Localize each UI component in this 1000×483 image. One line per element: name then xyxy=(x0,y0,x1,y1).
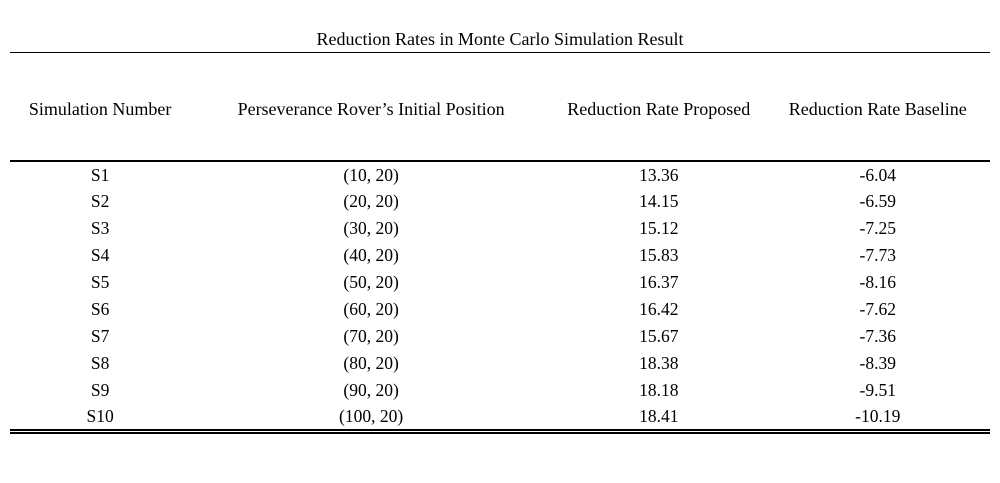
cell-rate-baseline: -9.51 xyxy=(859,380,896,400)
cell-initial-position: (100, 20) xyxy=(339,405,404,426)
cell-rate-proposed: 14.15 xyxy=(639,191,679,211)
cell-simulation-number: S1 xyxy=(90,164,110,185)
table-body: S1 (10, 20) 13.36 -6.04 S2 (20, 20) 14.1… xyxy=(10,161,990,431)
col-header-simulation-number: Simulation Number xyxy=(28,99,172,119)
cell-simulation-number: S3 xyxy=(90,218,110,238)
table-row: S9 (90, 20) 18.18 -9.51 xyxy=(10,377,990,404)
cell-initial-position: (50, 20) xyxy=(343,272,399,292)
table-row: S8 (80, 20) 18.38 -8.39 xyxy=(10,350,990,377)
cell-rate-baseline: -6.59 xyxy=(859,191,896,211)
table-title: Reduction Rates in Monte Carlo Simulatio… xyxy=(316,29,684,49)
cell-rate-proposed: 16.37 xyxy=(639,272,679,292)
cell-rate-proposed: 13.36 xyxy=(639,164,679,185)
cell-rate-proposed: 18.18 xyxy=(639,380,679,400)
cell-rate-proposed: 18.41 xyxy=(639,405,679,426)
cell-initial-position: (40, 20) xyxy=(343,245,399,265)
table-header: Simulation Number Perseverance Rover’s I… xyxy=(10,53,990,161)
cell-initial-position: (20, 20) xyxy=(343,191,399,211)
cell-rate-baseline: -7.62 xyxy=(859,299,896,319)
cell-rate-baseline: -7.25 xyxy=(859,218,896,238)
cell-initial-position: (10, 20) xyxy=(343,164,399,185)
cell-initial-position: (70, 20) xyxy=(343,326,399,346)
cell-rate-proposed: 15.83 xyxy=(639,245,679,265)
cell-rate-proposed: 15.12 xyxy=(639,218,679,238)
header-row: Simulation Number Perseverance Rover’s I… xyxy=(10,53,990,161)
table-row: S7 (70, 20) 15.67 -7.36 xyxy=(10,323,990,350)
cell-initial-position: (90, 20) xyxy=(343,380,399,400)
col-header-rate-proposed: Reduction Rate Proposed xyxy=(567,99,751,119)
cell-initial-position: (30, 20) xyxy=(343,218,399,238)
col-header-rate-baseline: Reduction Rate Baseline xyxy=(788,99,967,119)
table-row: S2 (20, 20) 14.15 -6.59 xyxy=(10,188,990,215)
table-row: S4 (40, 20) 15.83 -7.73 xyxy=(10,242,990,269)
cell-simulation-number: S10 xyxy=(86,405,114,426)
cell-simulation-number: S2 xyxy=(90,191,110,211)
cell-initial-position: (60, 20) xyxy=(343,299,399,319)
table-row: S3 (30, 20) 15.12 -7.25 xyxy=(10,215,990,242)
cell-simulation-number: S4 xyxy=(90,245,110,265)
cell-simulation-number: S7 xyxy=(90,326,110,346)
cell-rate-baseline: -8.39 xyxy=(859,353,896,373)
results-table: Simulation Number Perseverance Rover’s I… xyxy=(10,53,990,434)
cell-rate-baseline: -7.36 xyxy=(859,326,896,346)
cell-rate-baseline: -10.19 xyxy=(855,405,901,426)
table-row: S5 (50, 20) 16.37 -8.16 xyxy=(10,269,990,296)
cell-simulation-number: S8 xyxy=(90,353,110,373)
table-row: S1 (10, 20) 13.36 -6.04 xyxy=(10,161,990,188)
cell-rate-baseline: -6.04 xyxy=(859,164,896,185)
table-row: S10 (100, 20) 18.41 -10.19 xyxy=(10,404,990,431)
cell-simulation-number: S9 xyxy=(90,380,110,400)
cell-simulation-number: S5 xyxy=(90,272,110,292)
cell-rate-baseline: -8.16 xyxy=(859,272,896,292)
cell-rate-baseline: -7.73 xyxy=(859,245,896,265)
cell-rate-proposed: 16.42 xyxy=(639,299,679,319)
cell-initial-position: (80, 20) xyxy=(343,353,399,373)
cell-simulation-number: S6 xyxy=(90,299,110,319)
col-header-initial-position: Perseverance Rover’s Initial Position xyxy=(237,99,505,119)
table-row: S6 (60, 20) 16.42 -7.62 xyxy=(10,296,990,323)
cell-rate-proposed: 18.38 xyxy=(639,353,679,373)
paper-table-sheet: Reduction Rates in Monte Carlo Simulatio… xyxy=(10,29,990,434)
cell-rate-proposed: 15.67 xyxy=(639,326,679,346)
title-rule xyxy=(10,52,990,53)
